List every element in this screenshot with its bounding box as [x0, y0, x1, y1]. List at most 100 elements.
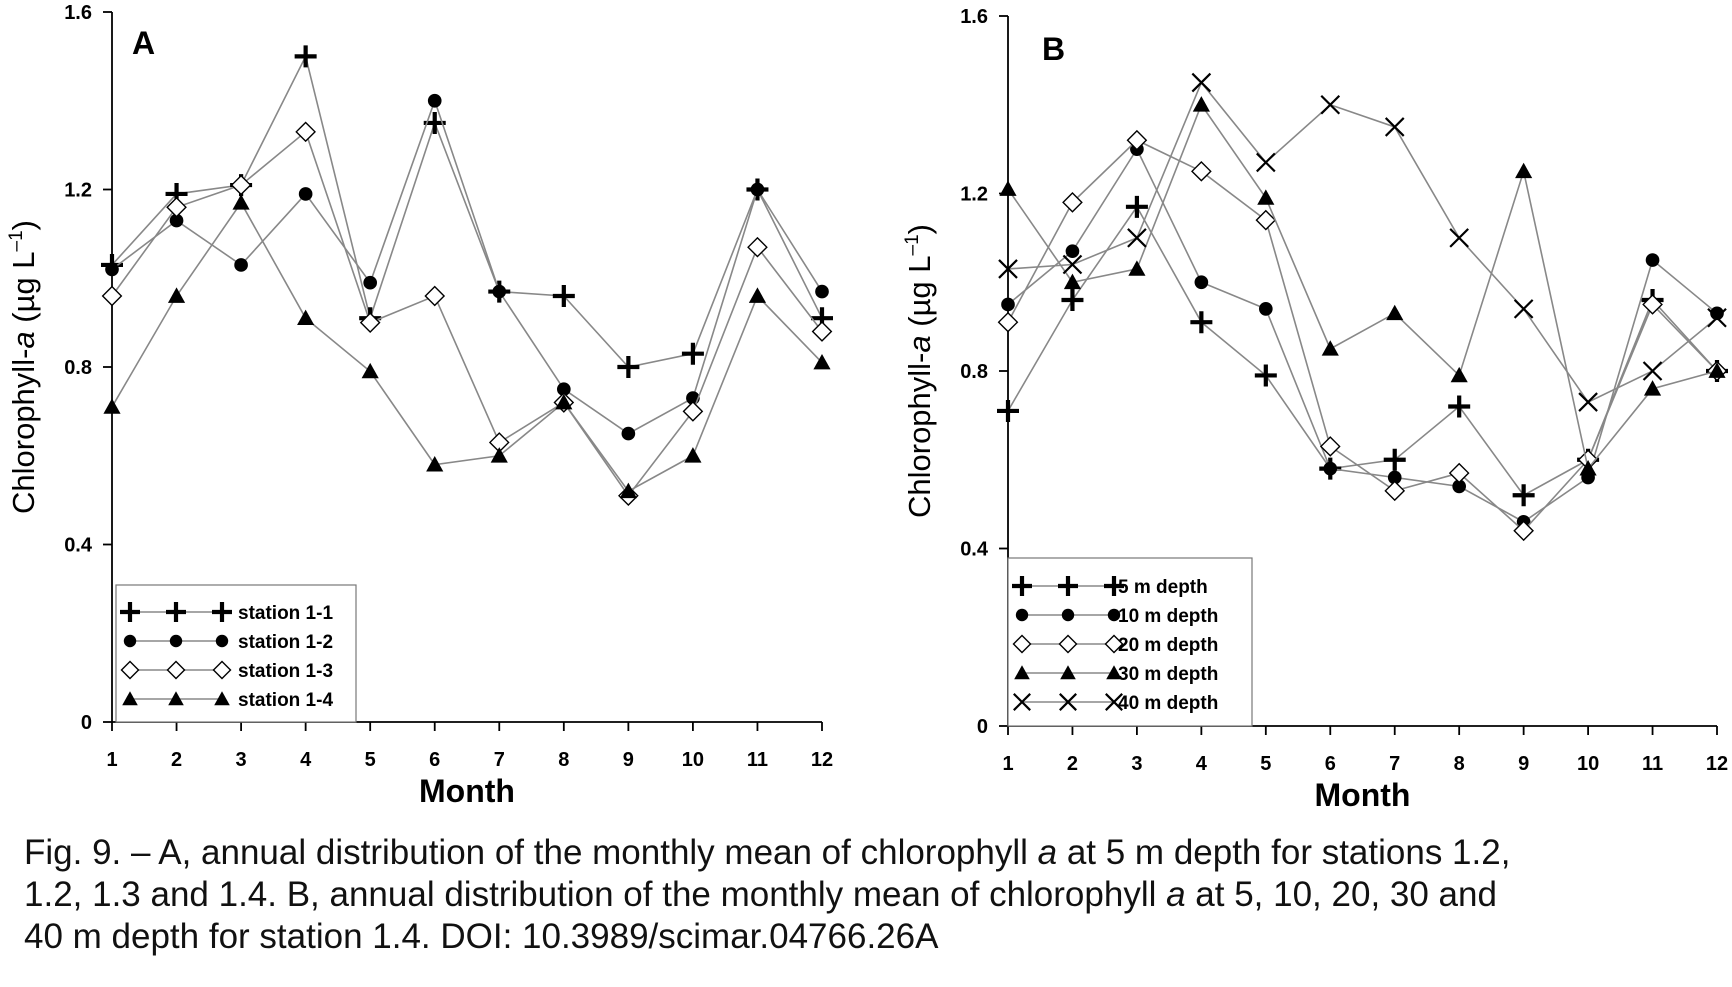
- triangle-marker-shape: [297, 309, 315, 326]
- data-point: [424, 285, 446, 307]
- x-tick-label: 3: [236, 749, 247, 771]
- triangle-marker-shape: [1386, 304, 1404, 321]
- y-tick-label: 0: [977, 716, 988, 738]
- x-tick-label: 2: [1067, 753, 1078, 775]
- data-point: [363, 275, 378, 290]
- data-point: [490, 447, 508, 463]
- diamond-marker-shape: [1062, 192, 1083, 213]
- triangle-marker-shape: [214, 691, 230, 706]
- cross-marker-shape: [1384, 117, 1405, 137]
- circle-marker-shape: [1107, 608, 1121, 622]
- figure: 00.40.81.21.61 2 3 4 5 6 7 8 9 10 11 12MonthChlorop…: [6, 2, 1728, 813]
- cross-marker-shape: [998, 259, 1018, 279]
- data-point: [298, 187, 313, 201]
- triangle-marker-shape: [1106, 665, 1122, 680]
- data-point: [1257, 189, 1275, 205]
- data-point: [1383, 448, 1406, 471]
- cross-marker-shape: [1320, 94, 1341, 115]
- triangle-marker-shape: [1515, 162, 1533, 179]
- plus-marker-shape: [1058, 576, 1078, 596]
- legend-marker: [1058, 634, 1078, 654]
- plus-marker-shape: [1190, 311, 1213, 334]
- series-station-1-1: [101, 45, 833, 378]
- legend-marker: [120, 602, 140, 622]
- x-tick-label: 11: [1642, 753, 1663, 775]
- x-tick-label: 7: [1389, 753, 1400, 775]
- plus-marker-shape: [294, 45, 317, 68]
- circle-marker-shape: [1452, 479, 1467, 494]
- legend-marker: [214, 691, 230, 706]
- circle-marker-shape: [427, 93, 442, 108]
- circle-marker-shape: [1710, 306, 1724, 321]
- data-point: [1323, 461, 1338, 476]
- legend-entry: 5 m depth: [1012, 576, 1208, 598]
- data-point: [811, 321, 833, 342]
- caption-line-1: Fig. 9. – A, annual distribution of the …: [24, 832, 1714, 874]
- data-point: [1448, 462, 1470, 484]
- data-point: [1707, 307, 1727, 328]
- data-point: [232, 194, 250, 210]
- cross-marker-shape: [1013, 693, 1031, 711]
- cross-marker-shape: [1513, 299, 1534, 319]
- x-tick-label: 9: [623, 749, 634, 771]
- legend-marker: [123, 634, 137, 648]
- diamond-marker-shape: [1058, 634, 1078, 654]
- data-point: [1063, 273, 1082, 290]
- diamond-marker-shape: [295, 121, 316, 143]
- x-tick-label: 2: [171, 749, 182, 771]
- panel-label: A: [132, 25, 155, 61]
- legend-entry: 40 m depth: [1013, 693, 1218, 714]
- data-point: [682, 401, 704, 422]
- legend-marker: [1105, 693, 1123, 711]
- x-tick-label: 5: [365, 749, 376, 771]
- series-line: [111, 201, 823, 493]
- triangle-marker-shape: [1192, 96, 1210, 112]
- cross-marker-shape: [1642, 361, 1663, 381]
- diamond-marker-shape: [120, 660, 140, 680]
- data-point: [813, 353, 831, 370]
- x-tick-label: 9: [1518, 753, 1529, 775]
- data-point: [359, 312, 381, 333]
- triangle-marker-shape: [1708, 362, 1726, 378]
- diamond-marker-shape: [747, 236, 768, 258]
- x-axis-label: Month: [419, 773, 515, 809]
- diamond-marker-shape: [359, 312, 381, 333]
- data-point: [1190, 311, 1213, 334]
- diamond-marker-shape: [1255, 209, 1277, 231]
- legend-label: station 1-1: [238, 603, 333, 624]
- data-point: [684, 447, 702, 463]
- data-point: [361, 362, 379, 379]
- circle-marker-shape: [1015, 608, 1029, 622]
- data-point: [997, 311, 1019, 333]
- series-line: [111, 130, 823, 498]
- legend-marker: [1059, 693, 1077, 711]
- x-tick-label: 6: [1325, 753, 1336, 775]
- legend-label: 20 m depth: [1118, 635, 1218, 656]
- data-point: [556, 382, 571, 397]
- plus-marker-shape: [120, 602, 140, 622]
- data-point: [1255, 209, 1277, 231]
- legend-marker: [1058, 576, 1078, 596]
- data-point: [1642, 361, 1663, 381]
- data-point: [294, 45, 317, 68]
- data-point: [427, 93, 442, 108]
- data-point: [815, 284, 829, 299]
- triangle-marker-shape: [490, 447, 508, 463]
- data-point: [748, 287, 767, 303]
- data-point: [1125, 195, 1148, 218]
- x-tick-label: 7: [494, 749, 505, 771]
- legend-label: 5 m depth: [1118, 577, 1208, 598]
- y-axis-label: Chlorophyll-a (µg L–1): [6, 220, 41, 514]
- x-tick-label: 4: [1196, 753, 1208, 775]
- diamond-marker-shape: [166, 660, 186, 680]
- y-tick-label: 0: [81, 712, 92, 734]
- y-tick-label: 1.6: [960, 6, 988, 28]
- plus-marker-shape: [552, 285, 575, 307]
- caption-italic: a: [1166, 875, 1186, 914]
- data-point: [1194, 275, 1209, 290]
- data-point: [1513, 520, 1534, 542]
- diamond-marker-shape: [166, 196, 187, 218]
- data-point: [1256, 152, 1276, 173]
- cross-marker-shape: [1062, 254, 1083, 275]
- triangle-marker-shape: [1063, 273, 1082, 290]
